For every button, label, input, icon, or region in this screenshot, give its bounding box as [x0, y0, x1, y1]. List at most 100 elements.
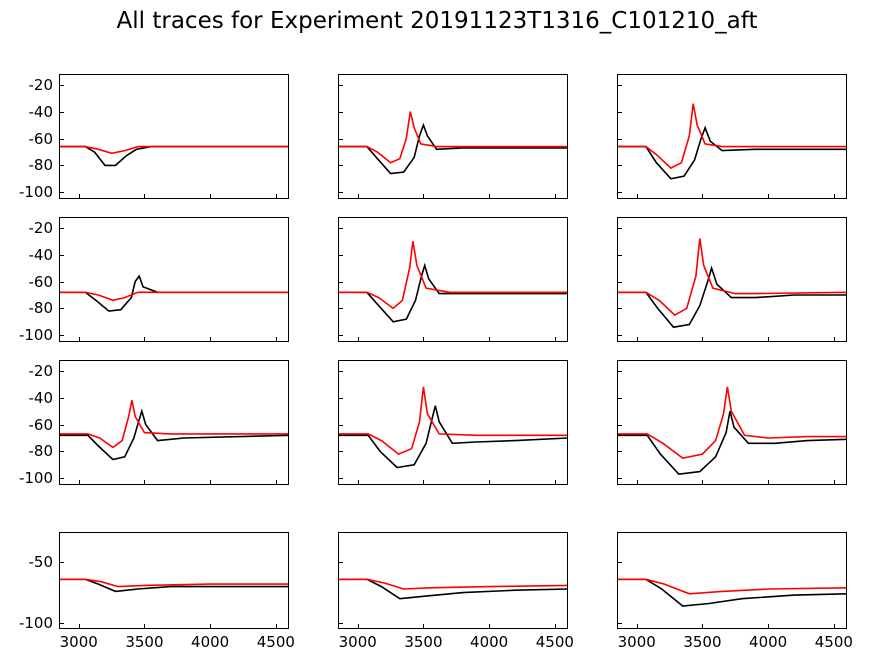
ytick-mark: [59, 623, 64, 624]
ytick-mark: [59, 255, 64, 256]
subplot-3-1: 3000350040004500: [338, 532, 568, 629]
xtick-label: 3000: [618, 629, 656, 651]
ytick-mark: [338, 398, 343, 399]
ytick-mark: [59, 282, 64, 283]
ytick-label: -40: [29, 246, 60, 264]
xtick-mark: [144, 480, 145, 485]
ytick-mark: [59, 562, 64, 563]
ytick-mark: [617, 192, 622, 193]
xtick-mark: [489, 337, 490, 342]
ytick-label: -60: [29, 130, 60, 148]
xtick-mark: [423, 194, 424, 199]
axes-border: [338, 74, 568, 199]
ytick-mark: [59, 112, 64, 113]
xtick-mark: [489, 194, 490, 199]
ytick-mark: [617, 335, 622, 336]
ytick-mark: [617, 228, 622, 229]
ytick-label: -80: [29, 299, 60, 317]
xtick-mark: [834, 194, 835, 199]
xtick-mark: [637, 337, 638, 342]
subplot-2-0: -20-40-60-80-100: [59, 360, 289, 485]
ytick-mark: [59, 308, 64, 309]
axes-border: [59, 217, 289, 342]
xtick-label: 4500: [257, 629, 295, 651]
ytick-mark: [617, 139, 622, 140]
xtick-mark: [702, 480, 703, 485]
ytick-mark: [338, 192, 343, 193]
xtick-mark: [637, 194, 638, 199]
ytick-mark: [338, 425, 343, 426]
ytick-mark: [338, 308, 343, 309]
subplot-0-1: [338, 74, 568, 199]
ytick-mark: [338, 139, 343, 140]
ytick-mark: [617, 451, 622, 452]
xtick-mark: [79, 480, 80, 485]
xtick-mark: [834, 480, 835, 485]
ytick-mark: [59, 85, 64, 86]
figure: All traces for Experiment 20191123T1316_…: [0, 0, 874, 656]
ytick-mark: [617, 112, 622, 113]
xtick-mark: [358, 194, 359, 199]
axes-border: [617, 360, 847, 485]
ytick-mark: [617, 562, 622, 563]
xtick-mark: [79, 194, 80, 199]
ytick-mark: [617, 371, 622, 372]
ytick-mark: [59, 451, 64, 452]
ytick-mark: [617, 478, 622, 479]
subplot-2-2: [617, 360, 847, 485]
subplot-3-0: 3000350040004500-50-100: [59, 532, 289, 629]
ytick-label: -80: [29, 442, 60, 460]
axes-border: [617, 74, 847, 199]
xtick-mark: [358, 337, 359, 342]
ytick-mark: [617, 425, 622, 426]
axes-border: [59, 532, 289, 629]
ytick-label: -100: [19, 326, 59, 344]
ytick-mark: [59, 192, 64, 193]
xtick-mark: [702, 194, 703, 199]
xtick-mark: [276, 480, 277, 485]
ytick-mark: [617, 85, 622, 86]
ytick-mark: [617, 398, 622, 399]
ytick-mark: [338, 112, 343, 113]
axes-border: [338, 532, 568, 629]
ytick-mark: [338, 451, 343, 452]
axes-border: [59, 74, 289, 199]
ytick-mark: [338, 228, 343, 229]
ytick-mark: [338, 623, 343, 624]
xtick-mark: [423, 480, 424, 485]
ytick-mark: [59, 371, 64, 372]
xtick-mark: [276, 194, 277, 199]
xtick-label: 4000: [191, 629, 229, 651]
ytick-mark: [59, 425, 64, 426]
xtick-mark: [555, 480, 556, 485]
figure-title: All traces for Experiment 20191123T1316_…: [0, 8, 874, 34]
xtick-mark: [79, 337, 80, 342]
xtick-mark: [276, 337, 277, 342]
xtick-mark: [555, 337, 556, 342]
xtick-label: 3500: [125, 629, 163, 651]
ytick-mark: [338, 478, 343, 479]
xtick-label: 4500: [536, 629, 574, 651]
ytick-mark: [338, 562, 343, 563]
subplot-1-1: [338, 217, 568, 342]
xtick-mark: [144, 194, 145, 199]
ytick-label: -100: [19, 614, 59, 632]
xtick-mark: [555, 194, 556, 199]
xtick-mark: [768, 480, 769, 485]
xtick-mark: [768, 194, 769, 199]
xtick-label: 4500: [815, 629, 853, 651]
xtick-label: 3000: [60, 629, 98, 651]
ytick-label: -40: [29, 103, 60, 121]
xtick-label: 3500: [683, 629, 721, 651]
axes-border: [338, 360, 568, 485]
ytick-label: -80: [29, 156, 60, 174]
xtick-mark: [144, 337, 145, 342]
ytick-mark: [59, 478, 64, 479]
xtick-mark: [702, 337, 703, 342]
subplot-1-0: -20-40-60-80-100: [59, 217, 289, 342]
xtick-label: 3000: [339, 629, 377, 651]
subplot-2-1: [338, 360, 568, 485]
xtick-mark: [210, 480, 211, 485]
ytick-label: -100: [19, 183, 59, 201]
subplot-1-2: [617, 217, 847, 342]
